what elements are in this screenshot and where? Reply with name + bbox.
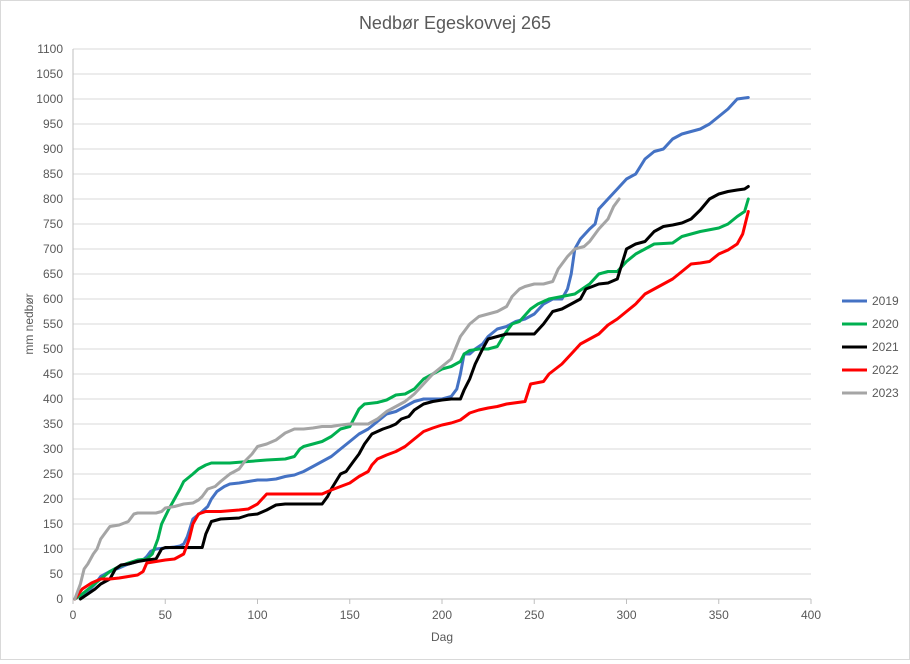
y-tick-label: 50 [50, 567, 64, 581]
legend-label: 2022 [872, 363, 899, 377]
y-tick-label: 700 [43, 242, 63, 256]
x-tick-label: 200 [432, 608, 452, 622]
y-tick-labels: 0 50 100 150 200 250 300 350 400 450 500 550 600 650 7… [36, 42, 63, 606]
x-tick-label: 150 [340, 608, 360, 622]
legend-label: 2023 [872, 386, 899, 400]
y-tick-label: 1050 [36, 67, 63, 81]
y-tick-label: 300 [43, 442, 63, 456]
x-tick-labels: 0 50 100 150 200 250 300 350 400 [70, 608, 822, 622]
y-tick-label: 1100 [37, 42, 63, 56]
y-tick-label: 950 [43, 117, 63, 131]
y-tick-label: 250 [43, 467, 63, 481]
x-tick-label: 0 [70, 608, 77, 622]
y-tick-label: 600 [43, 292, 63, 306]
y-tick-label: 500 [43, 342, 63, 356]
series-line-2022 [73, 210, 750, 601]
series-line-2021 [78, 185, 750, 601]
y-tick-label: 200 [43, 492, 63, 506]
gridlines [73, 48, 811, 600]
x-tick-label: 50 [159, 608, 173, 622]
y-tick-label: 450 [43, 367, 63, 381]
y-tick-label: 150 [43, 517, 63, 531]
y-tick-label: 550 [43, 317, 63, 331]
legend: 2019 2020 2021 2022 2023 [842, 294, 899, 400]
y-tick-label: 900 [43, 142, 63, 156]
axes [72, 49, 812, 604]
x-tick-label: 350 [709, 608, 729, 622]
x-axis-label: Dag [431, 630, 453, 644]
legend-label: 2019 [872, 294, 899, 308]
y-tick-label: 0 [56, 592, 63, 606]
legend-label: 2021 [872, 340, 899, 354]
y-tick-label: 800 [43, 192, 63, 206]
y-tick-label: 850 [43, 167, 63, 181]
y-tick-label: 350 [43, 417, 63, 431]
x-tick-label: 400 [801, 608, 821, 622]
series-lines [73, 96, 750, 601]
y-tick-label: 100 [43, 542, 63, 556]
x-tick-label: 250 [524, 608, 544, 622]
x-tick-label: 100 [247, 608, 267, 622]
series-line-2023 [73, 197, 621, 601]
x-tick-label: 300 [616, 608, 636, 622]
legend-label: 2020 [872, 317, 899, 331]
y-tick-label: 650 [43, 267, 63, 281]
y-tick-label: 750 [43, 217, 63, 231]
y-axis-label: mm nedbør [22, 293, 36, 354]
y-tick-label: 1000 [36, 92, 63, 106]
y-tick-label: 400 [43, 392, 63, 406]
chart-title: Nedbør Egeskovvej 265 [359, 13, 551, 33]
